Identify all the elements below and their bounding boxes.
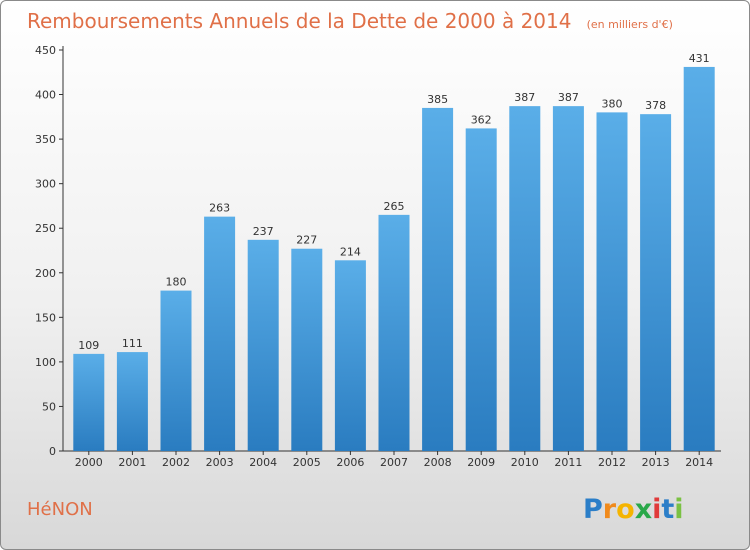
data-label: 265 bbox=[384, 200, 405, 213]
x-tick-label: 2009 bbox=[467, 456, 495, 469]
data-label: 111 bbox=[122, 337, 143, 350]
data-label: 380 bbox=[602, 97, 623, 110]
y-tick-label: 250 bbox=[35, 222, 56, 235]
y-tick-label: 450 bbox=[35, 44, 56, 57]
y-tick-label: 300 bbox=[35, 178, 56, 191]
logo-letter: r bbox=[603, 494, 617, 525]
x-tick-label: 2007 bbox=[380, 456, 408, 469]
bar bbox=[247, 239, 279, 451]
bar bbox=[160, 290, 192, 451]
y-tick-label: 400 bbox=[35, 89, 56, 102]
y-tick-label: 50 bbox=[42, 400, 56, 413]
chart-title-main: Remboursements Annuels de la Dette de 20… bbox=[27, 9, 571, 33]
y-tick-label: 100 bbox=[35, 356, 56, 369]
chart-title-unit: (en milliers d'€) bbox=[587, 18, 673, 31]
logo-letter: x bbox=[635, 494, 652, 525]
x-tick-label: 2008 bbox=[424, 456, 452, 469]
bar bbox=[552, 106, 584, 451]
logo-letter: o bbox=[616, 494, 635, 525]
bars bbox=[73, 66, 715, 451]
x-tick-label: 2010 bbox=[511, 456, 539, 469]
bar bbox=[116, 352, 148, 451]
x-tick-label: 2004 bbox=[249, 456, 277, 469]
bar bbox=[422, 107, 454, 451]
data-label: 385 bbox=[427, 93, 448, 106]
x-tick-label: 2003 bbox=[206, 456, 234, 469]
x-tick-label: 2001 bbox=[118, 456, 146, 469]
data-label: 362 bbox=[471, 113, 492, 126]
proxiti-logo: Proxiti bbox=[583, 494, 684, 525]
data-label: 378 bbox=[645, 99, 666, 112]
x-tick-label: 2013 bbox=[642, 456, 670, 469]
bar bbox=[596, 112, 628, 451]
data-label: 214 bbox=[340, 245, 361, 258]
data-label: 431 bbox=[689, 52, 710, 65]
logo-letter: t bbox=[661, 494, 674, 525]
y-tick-label: 150 bbox=[35, 311, 56, 324]
bar bbox=[291, 248, 323, 451]
data-label: 109 bbox=[78, 339, 99, 352]
y-tick-label: 350 bbox=[35, 133, 56, 146]
y-tick-label: 0 bbox=[49, 445, 56, 458]
y-tick-label: 200 bbox=[35, 267, 56, 280]
bar bbox=[509, 106, 541, 451]
data-label: 263 bbox=[209, 202, 230, 215]
logo-letter: P bbox=[583, 494, 603, 525]
data-label: 227 bbox=[296, 234, 317, 247]
axes: 0 50 100 150 200 250 300 350 400 450 2000 2001 2002 2… bbox=[35, 44, 721, 469]
data-label: 180 bbox=[166, 276, 187, 289]
x-tick-label: 2011 bbox=[554, 456, 582, 469]
value-labels: 109 111 180 263 237 227 214 265 385 362 387 387 380 3… bbox=[78, 52, 709, 352]
logo-letter: i bbox=[674, 494, 683, 525]
bar bbox=[640, 114, 672, 451]
commune-name: HéNON bbox=[27, 499, 93, 520]
data-label: 387 bbox=[558, 91, 579, 104]
bar bbox=[378, 214, 410, 451]
x-tick-label: 2005 bbox=[293, 456, 321, 469]
bar bbox=[683, 66, 715, 451]
bar bbox=[334, 260, 366, 451]
bar bbox=[204, 216, 236, 451]
bar bbox=[465, 128, 497, 451]
x-tick-label: 2012 bbox=[598, 456, 626, 469]
data-label: 387 bbox=[514, 91, 535, 104]
chart-title: Remboursements Annuels de la Dette de 20… bbox=[27, 9, 673, 33]
logo-letter: i bbox=[652, 494, 661, 525]
x-tick-label: 2006 bbox=[336, 456, 364, 469]
x-tick-label: 2000 bbox=[75, 456, 103, 469]
x-tick-label: 2014 bbox=[685, 456, 713, 469]
bar bbox=[73, 353, 105, 451]
data-label: 237 bbox=[253, 225, 274, 238]
x-tick-label: 2002 bbox=[162, 456, 190, 469]
